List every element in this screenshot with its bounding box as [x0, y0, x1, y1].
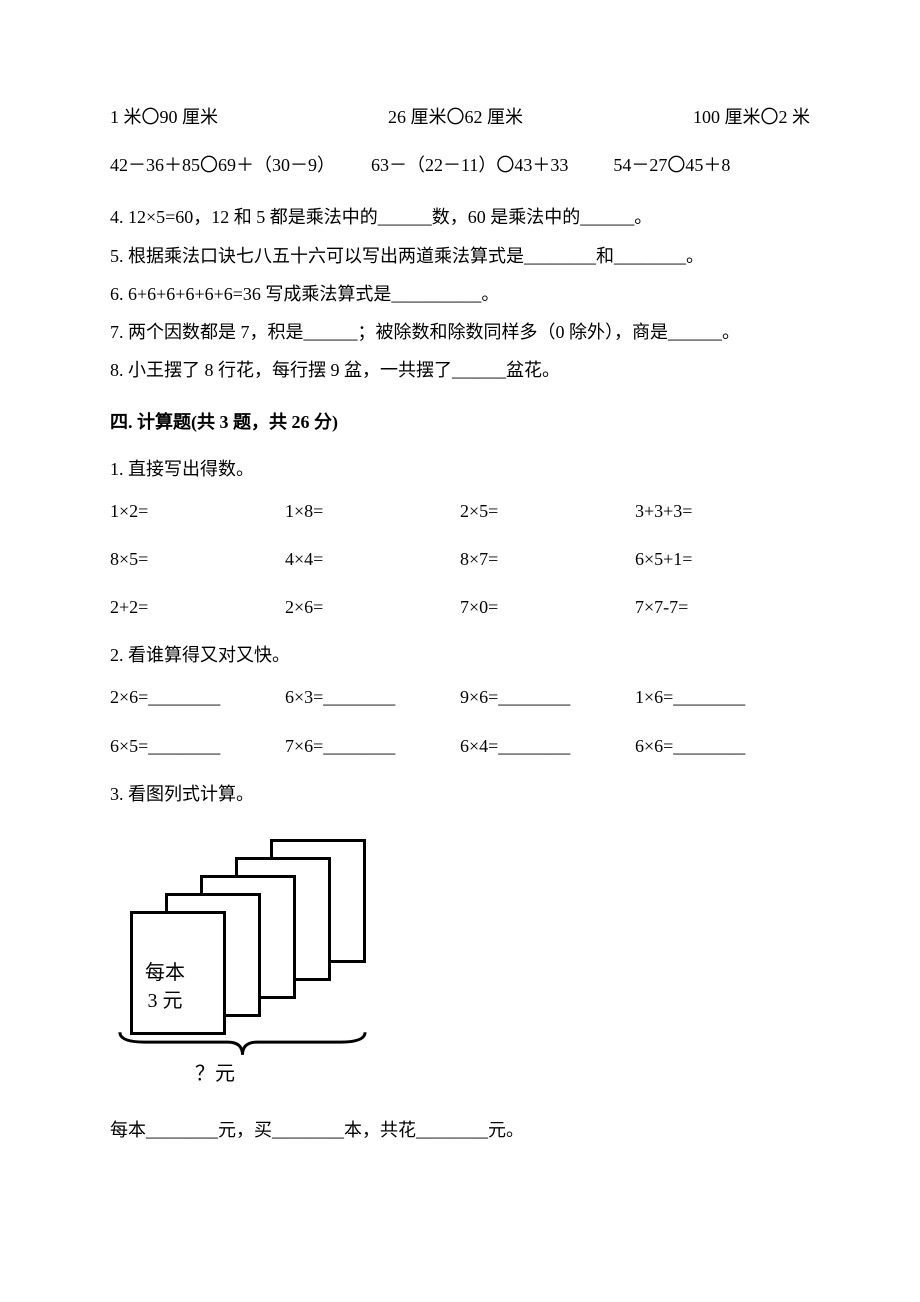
- q1-r1c2: 1×8=: [285, 494, 460, 528]
- section-4-title: 四. 计算题(共 3 题，共 26 分): [110, 405, 810, 439]
- q1-r2c1: 8×5=: [110, 542, 285, 576]
- cmp-1b: 26 厘米〇62 厘米: [388, 100, 523, 134]
- fill-6: 6. 6+6+6+6+6+6=36 写成乘法算式是__________。: [110, 277, 810, 311]
- q2-r1c2: 6×3=________: [285, 680, 460, 714]
- q2-r2c2: 7×6=________: [285, 729, 460, 763]
- q1-row-3: 2+2= 2×6= 7×0= 7×7-7=: [110, 590, 810, 624]
- cmp-2a: 42－36＋85〇69＋（30－9）: [110, 155, 335, 175]
- cmp-2c: 54－27〇45＋8: [613, 155, 730, 175]
- q1-r3c1: 2+2=: [110, 590, 285, 624]
- q1-r3c3: 7×0=: [460, 590, 635, 624]
- q1-row-2: 8×5= 4×4= 8×7= 6×5+1=: [110, 542, 810, 576]
- fill-7: 7. 两个因数都是 7，积是______；被除数和除数同样多（0 除外），商是_…: [110, 315, 810, 349]
- books-figure: 每本 3 元 ？元: [110, 839, 380, 1079]
- q1-r3c4: 7×7-7=: [635, 590, 810, 624]
- q2-r2c3: 6×4=________: [460, 729, 635, 763]
- q2-row-1: 2×6=________ 6×3=________ 9×6=________ 1…: [110, 680, 810, 714]
- brace-label: ？元: [195, 1055, 235, 1093]
- q1-title: 1. 直接写出得数。: [110, 452, 810, 486]
- q1-r2c2: 4×4=: [285, 542, 460, 576]
- q1-r1c4: 3+3+3=: [635, 494, 810, 528]
- compare-row-1: 1 米〇90 厘米 26 厘米〇62 厘米 100 厘米〇2 米: [110, 100, 810, 134]
- q1-r3c2: 2×6=: [285, 590, 460, 624]
- book-label-line2: 3 元: [125, 987, 205, 1015]
- q1-r2c3: 8×7=: [460, 542, 635, 576]
- q2-r2c1: 6×5=________: [110, 729, 285, 763]
- fill-4: 4. 12×5=60，12 和 5 都是乘法中的______数，60 是乘法中的…: [110, 200, 810, 234]
- compare-row-2: 42－36＋85〇69＋（30－9） 63－（22－11）〇43＋33 54－2…: [110, 148, 810, 182]
- q1-row-1: 1×2= 1×8= 2×5= 3+3+3=: [110, 494, 810, 528]
- q3-title: 3. 看图列式计算。: [110, 777, 810, 811]
- q3-answer-line: 每本________元，买________本，共花________元。: [110, 1113, 810, 1147]
- fill-5: 5. 根据乘法口诀七八五十六可以写出两道乘法算式是________和______…: [110, 239, 810, 273]
- book-price-label: 每本 3 元: [125, 959, 205, 1015]
- q2-r1c4: 1×6=________: [635, 680, 810, 714]
- q2-r1c3: 9×6=________: [460, 680, 635, 714]
- q1-r1c1: 1×2=: [110, 494, 285, 528]
- book-label-line1: 每本: [125, 959, 205, 987]
- q2-r2c4: 6×6=________: [635, 729, 810, 763]
- cmp-1a: 1 米〇90 厘米: [110, 100, 218, 134]
- q2-r1c1: 2×6=________: [110, 680, 285, 714]
- cmp-2b: 63－（22－11）〇43＋33: [371, 155, 568, 175]
- q1-r1c3: 2×5=: [460, 494, 635, 528]
- q2-title: 2. 看谁算得又对又快。: [110, 638, 810, 672]
- brace-icon: [115, 1027, 370, 1067]
- q2-row-2: 6×5=________ 7×6=________ 6×4=________ 6…: [110, 729, 810, 763]
- q1-r2c4: 6×5+1=: [635, 542, 810, 576]
- fill-8: 8. 小王摆了 8 行花，每行摆 9 盆，一共摆了______盆花。: [110, 353, 810, 387]
- cmp-1c: 100 厘米〇2 米: [693, 100, 810, 134]
